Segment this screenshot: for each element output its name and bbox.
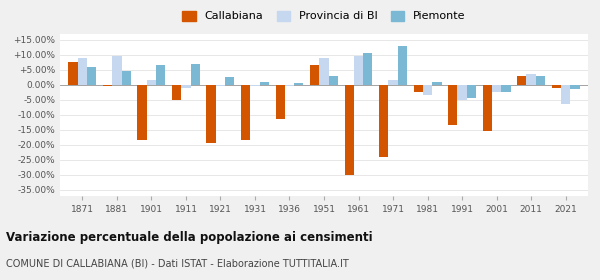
Bar (517, 76, 526, 85)
Bar (285, 85, 294, 86)
Bar (413, 85, 423, 92)
Bar (432, 82, 442, 85)
Bar (181, 85, 191, 88)
Bar (172, 85, 181, 100)
Bar (275, 85, 285, 119)
Bar (363, 53, 373, 85)
Bar (294, 83, 304, 85)
Bar (467, 85, 476, 98)
Bar (448, 85, 457, 125)
Legend: Callabiana, Provincia di BI, Piemonte: Callabiana, Provincia di BI, Piemonte (179, 7, 469, 25)
Bar (216, 85, 225, 86)
Text: Variazione percentuale della popolazione ai censimenti: Variazione percentuale della popolazione… (6, 231, 373, 244)
Bar (482, 85, 492, 131)
Bar (137, 85, 147, 140)
Bar (398, 46, 407, 85)
Bar (78, 58, 87, 85)
Bar (561, 85, 570, 104)
Bar (388, 80, 398, 85)
Bar (570, 85, 580, 89)
Bar (241, 85, 250, 140)
Bar (319, 58, 329, 85)
Bar (68, 62, 78, 85)
Bar (147, 80, 156, 85)
Bar (112, 56, 122, 85)
Bar (379, 85, 388, 157)
Bar (260, 82, 269, 85)
Bar (329, 76, 338, 85)
Bar (344, 85, 354, 175)
Bar (492, 85, 501, 92)
Bar (536, 76, 545, 85)
Bar (551, 85, 561, 88)
Bar (103, 85, 112, 86)
Bar (457, 85, 467, 100)
Bar (354, 56, 363, 85)
Bar (423, 85, 432, 95)
Bar (122, 71, 131, 85)
Bar (87, 67, 97, 85)
Bar (225, 77, 235, 85)
Bar (206, 85, 216, 143)
Bar (501, 85, 511, 92)
Bar (191, 64, 200, 85)
Bar (156, 65, 166, 85)
Text: COMUNE DI CALLABIANA (BI) - Dati ISTAT - Elaborazione TUTTITALIA.IT: COMUNE DI CALLABIANA (BI) - Dati ISTAT -… (6, 259, 349, 269)
Bar (526, 74, 536, 85)
Bar (250, 85, 260, 86)
Bar (310, 65, 319, 85)
